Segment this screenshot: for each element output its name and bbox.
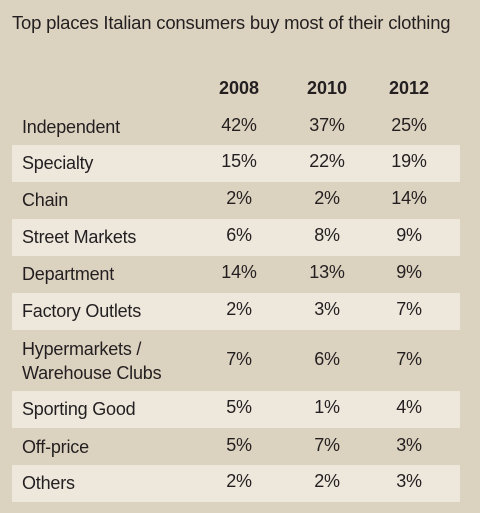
table-row: Specialty 15% 22% 19%	[12, 145, 460, 182]
table-cell: 3%	[396, 471, 422, 491]
table-row: Independent 42% 37% 25%	[12, 108, 460, 145]
table-cell: 1%	[314, 397, 340, 417]
table-cell: 4%	[396, 397, 422, 417]
table-cell: 2%	[226, 188, 252, 208]
table-cell: 15%	[221, 151, 257, 171]
table-cell: 6%	[314, 349, 340, 369]
table-cell: 7%	[314, 435, 340, 455]
table-cell: 8%	[314, 225, 340, 245]
table-cell: 14%	[391, 188, 427, 208]
row-label: Specialty	[22, 153, 94, 173]
table-row: Street Markets 6% 8% 9%	[12, 219, 460, 256]
column-header-2008: 2008	[218, 78, 260, 98]
row-label: Independent	[22, 117, 120, 137]
row-label: Off-price	[22, 437, 89, 457]
column-header-2012: 2012	[388, 78, 430, 98]
row-label: Street Markets	[22, 227, 137, 247]
table-cell: 5%	[226, 435, 252, 455]
table-cell: 2%	[314, 471, 340, 491]
table-cell: 42%	[221, 115, 257, 135]
table-cell: 13%	[309, 262, 345, 282]
table-cell: 5%	[226, 397, 252, 417]
table-cell: 6%	[226, 225, 252, 245]
row-label: Department	[22, 264, 115, 284]
table-row: Off-price 5% 7% 3%	[12, 428, 460, 465]
table-row: Sporting Good 5% 1% 4%	[12, 391, 460, 428]
table-cell: 22%	[309, 151, 345, 171]
table-cell: 7%	[226, 349, 252, 369]
table-cell: 9%	[396, 262, 422, 282]
row-label: Factory Outlets	[22, 301, 142, 321]
table-cell: 19%	[391, 151, 427, 171]
table-cell: 2%	[226, 299, 252, 319]
table-cell: 9%	[396, 225, 422, 245]
table-cell: 37%	[309, 115, 345, 135]
table-title: Top places Italian consumers buy most of…	[12, 12, 451, 33]
table-cell: 2%	[314, 188, 340, 208]
table-cell: 3%	[396, 435, 422, 455]
table-cell: 3%	[314, 299, 340, 319]
row-label-line: Warehouse Clubs	[22, 363, 162, 383]
table-cell: 25%	[391, 115, 427, 135]
row-label: Others	[22, 473, 75, 493]
row-label: Chain	[22, 190, 69, 210]
table-cell: 7%	[396, 299, 422, 319]
table-cell: 2%	[226, 471, 252, 491]
table-card: Top places Italian consumers buy most of…	[0, 0, 480, 513]
table-row: Department 14% 13% 9%	[12, 256, 460, 293]
row-label: Sporting Good	[22, 399, 136, 419]
table-row: Chain 2% 2% 14%	[12, 182, 460, 219]
column-header-2010: 2010	[306, 78, 348, 98]
table-cell: 14%	[221, 262, 257, 282]
table-row: Others 2% 2% 3%	[12, 465, 460, 502]
table-row: Factory Outlets 2% 3% 7%	[12, 293, 460, 330]
row-label: Hypermarkets / Warehouse Clubs	[22, 337, 162, 385]
table-row: Hypermarkets / Warehouse Clubs 7% 6% 7%	[12, 330, 460, 391]
row-label-line: Hypermarkets /	[22, 339, 142, 359]
table-cell: 7%	[396, 349, 422, 369]
